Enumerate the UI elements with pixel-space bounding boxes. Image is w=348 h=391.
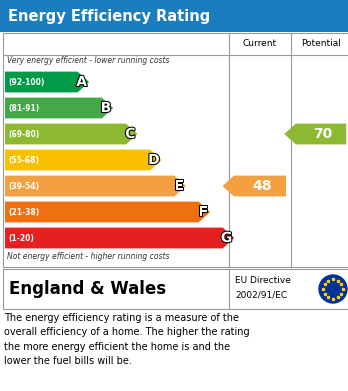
- Text: E: E: [174, 179, 184, 193]
- Polygon shape: [5, 124, 137, 144]
- Bar: [0, 0, 348, 32]
- Text: (81-91): (81-91): [8, 104, 39, 113]
- Text: G: G: [221, 231, 232, 245]
- Text: B: B: [101, 101, 111, 115]
- Text: D: D: [148, 153, 160, 167]
- Text: Energy Efficiency Rating: Energy Efficiency Rating: [8, 9, 210, 23]
- Polygon shape: [222, 176, 286, 196]
- Text: 2002/91/EC: 2002/91/EC: [235, 291, 287, 300]
- Bar: [3, 33, 348, 267]
- Polygon shape: [5, 72, 89, 92]
- Text: Not energy efficient - higher running costs: Not energy efficient - higher running co…: [7, 252, 169, 261]
- Polygon shape: [5, 98, 113, 118]
- Text: (1-20): (1-20): [8, 233, 34, 242]
- Text: Very energy efficient - lower running costs: Very energy efficient - lower running co…: [7, 56, 169, 65]
- Text: (39-54): (39-54): [8, 181, 39, 190]
- Polygon shape: [284, 124, 346, 144]
- Polygon shape: [5, 228, 234, 248]
- Text: 48: 48: [252, 179, 272, 193]
- Text: C: C: [125, 127, 135, 141]
- Polygon shape: [5, 176, 186, 196]
- Text: England & Wales: England & Wales: [9, 280, 166, 298]
- Text: (21-38): (21-38): [8, 208, 39, 217]
- Text: F: F: [199, 205, 208, 219]
- Text: 70: 70: [314, 127, 333, 141]
- Text: EU Directive: EU Directive: [235, 276, 291, 285]
- Text: (55-68): (55-68): [8, 156, 39, 165]
- Circle shape: [319, 275, 347, 303]
- Text: (92-100): (92-100): [8, 77, 45, 86]
- Bar: [3, 269, 348, 309]
- Polygon shape: [5, 150, 161, 170]
- Text: Potential: Potential: [301, 39, 341, 48]
- Text: Current: Current: [243, 39, 277, 48]
- Text: A: A: [76, 75, 87, 89]
- Polygon shape: [5, 202, 210, 222]
- Text: (69-80): (69-80): [8, 129, 39, 138]
- Text: The energy efficiency rating is a measure of the
overall efficiency of a home. T: The energy efficiency rating is a measur…: [4, 313, 250, 366]
